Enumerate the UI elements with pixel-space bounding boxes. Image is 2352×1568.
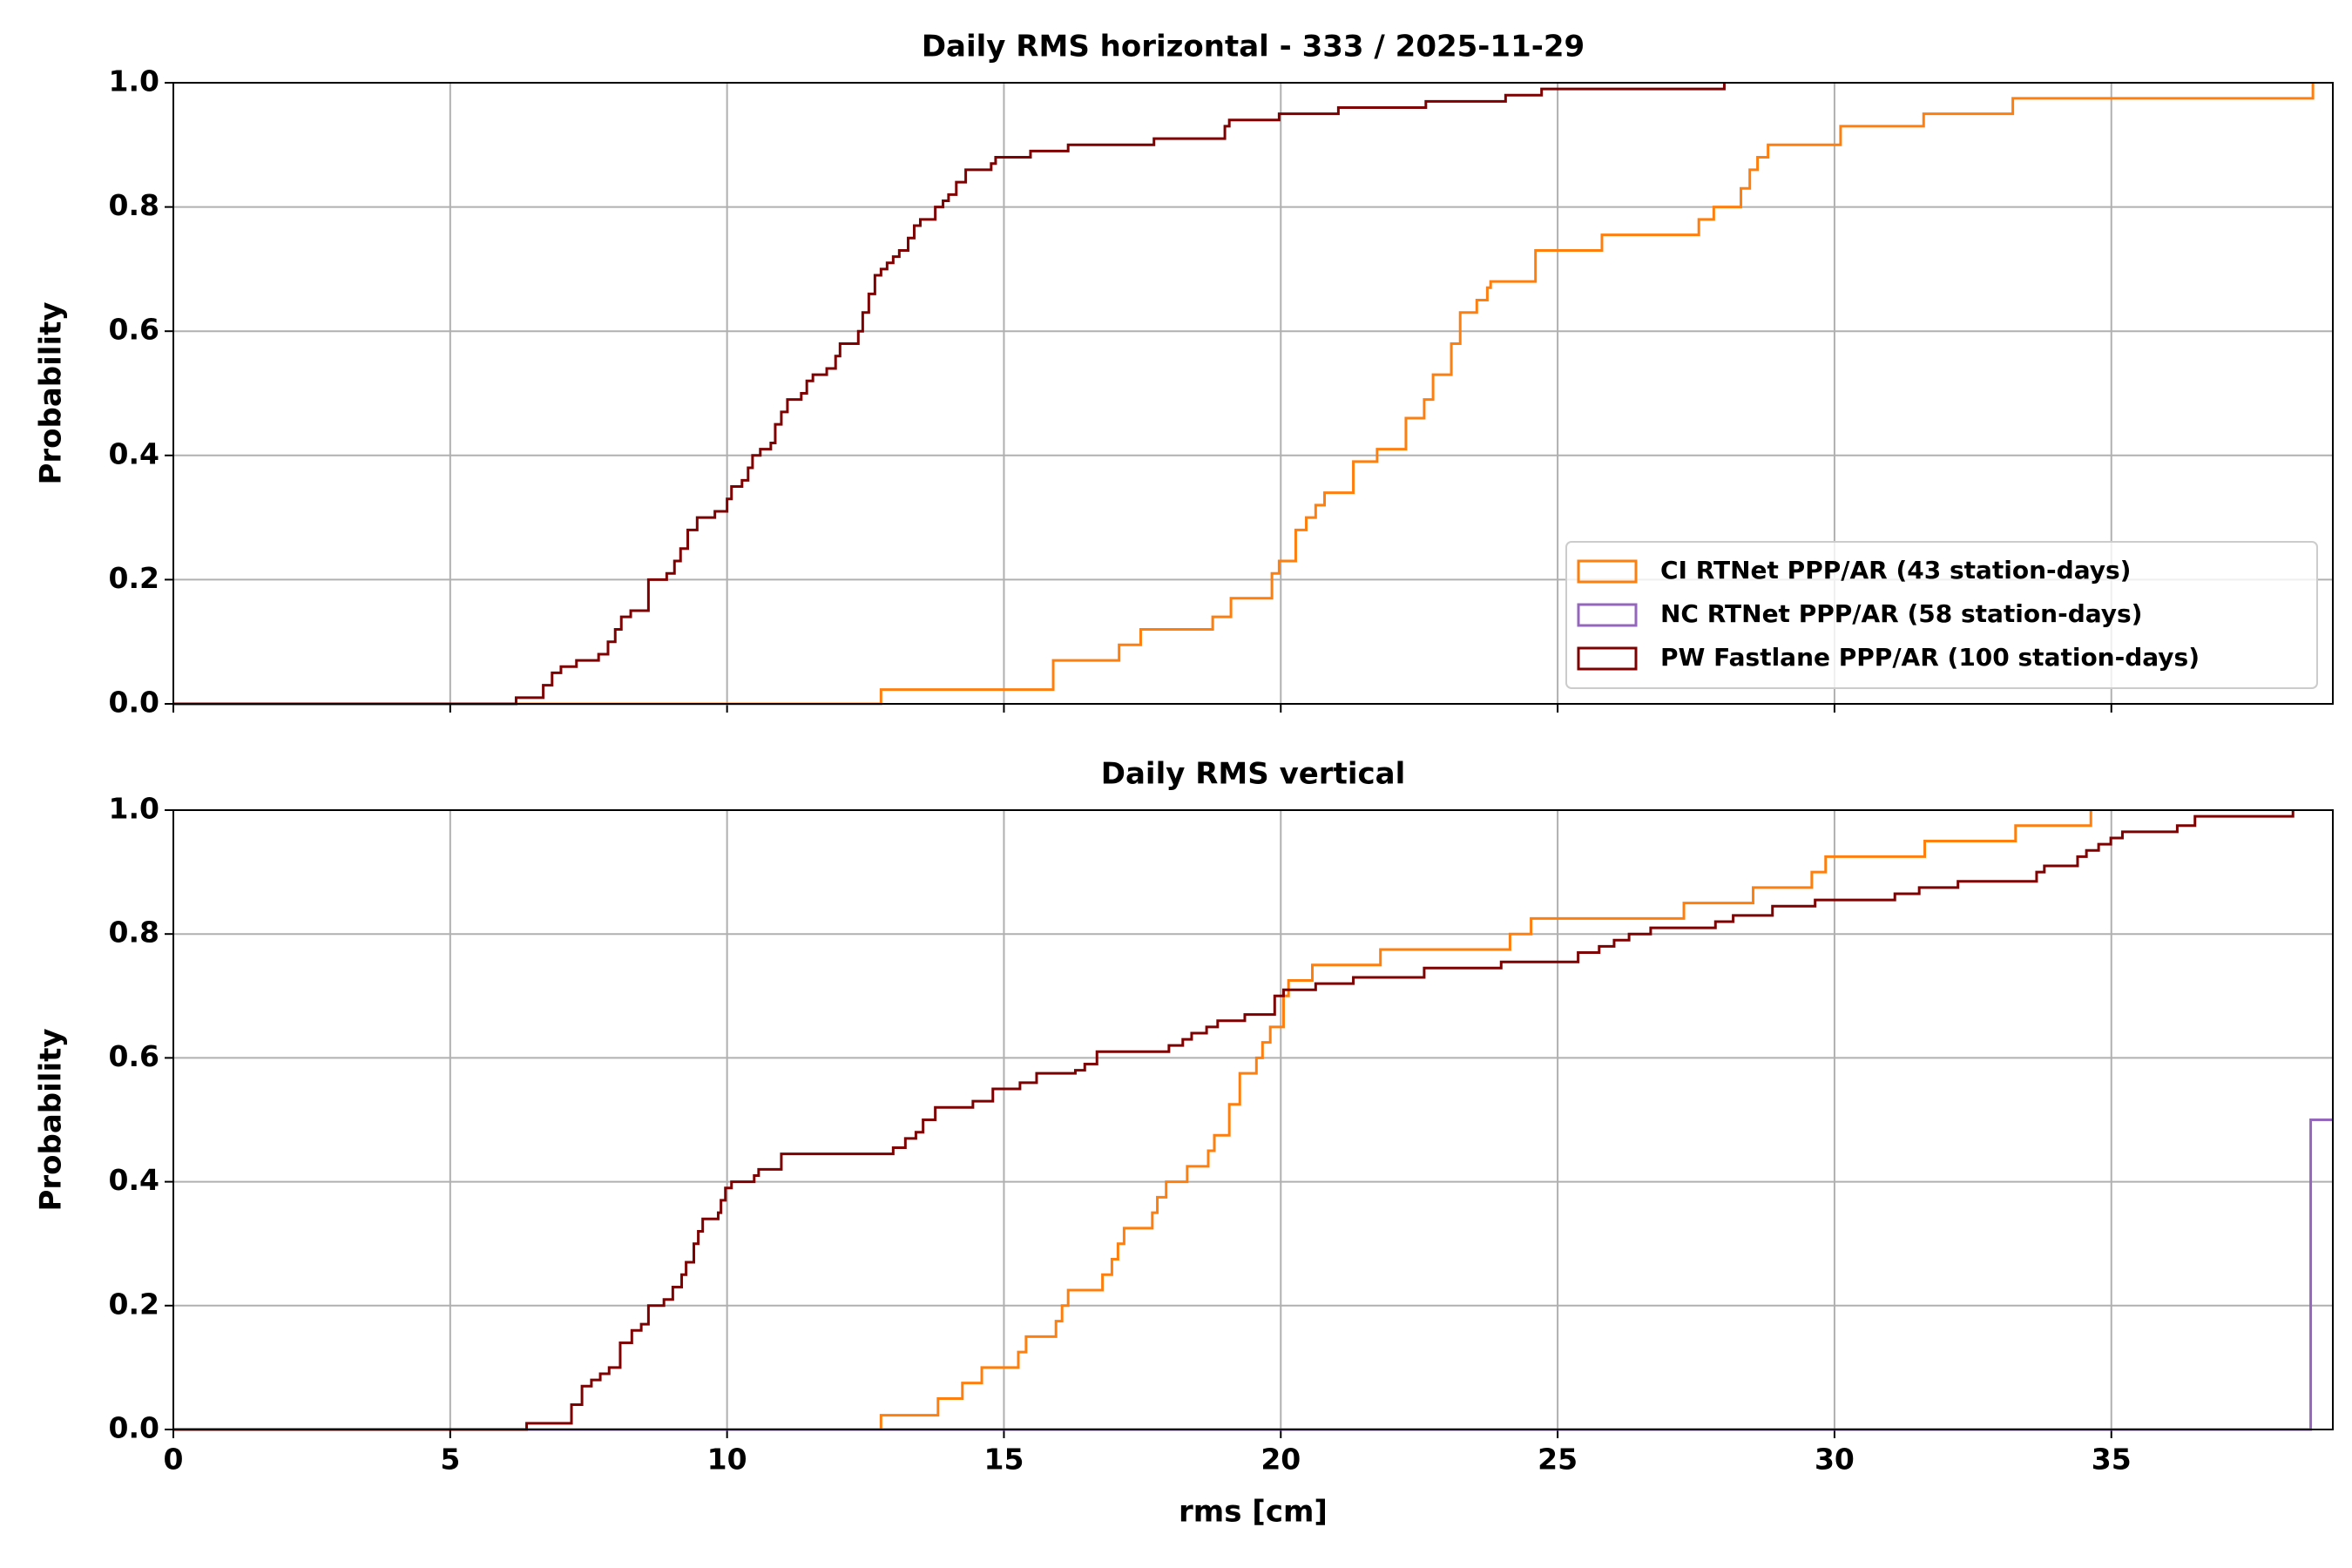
y-tick-label: 1.0 — [109, 792, 159, 826]
x-tick-label: 20 — [1260, 1443, 1301, 1477]
x-axis-label: rms [cm] — [1179, 1495, 1328, 1530]
y-tick-label: 0.8 — [109, 188, 159, 222]
plot-area — [173, 83, 2315, 706]
legend-swatch — [1577, 646, 1638, 671]
step-line — [173, 83, 2315, 706]
step-line — [173, 810, 2092, 1431]
y-tick-label: 0.4 — [109, 436, 159, 470]
legend-swatch — [1577, 559, 1638, 584]
y-tick-label: 0.8 — [109, 916, 159, 950]
y-tick-label: 0.6 — [109, 313, 159, 347]
axes-frame — [172, 809, 2334, 1430]
y-axis-label: Probability — [34, 1028, 69, 1211]
step-line — [173, 810, 2295, 1431]
x-tick-label: 35 — [2092, 1443, 2132, 1477]
legend-label: NC RTNet PPP/AR (58 station-days) — [1660, 599, 2142, 628]
y-tick-label: 0.0 — [109, 1411, 159, 1445]
chart-title: Daily RMS vertical — [1101, 757, 1405, 792]
x-tick-label: 0 — [164, 1443, 184, 1477]
y-tick-label: 0.2 — [109, 1287, 159, 1321]
y-tick-label: 0.2 — [109, 561, 159, 595]
x-tick-label: 5 — [440, 1443, 460, 1477]
legend-swatch — [1577, 603, 1638, 627]
chart-title: Daily RMS horizontal - 333 / 2025-11-29 — [922, 30, 1585, 64]
x-tick-label: 25 — [1538, 1443, 1578, 1477]
step-line — [173, 83, 1726, 706]
y-axis-label: Probability — [34, 301, 69, 484]
axes-frame — [172, 82, 2334, 705]
x-tick-label: 10 — [707, 1443, 747, 1477]
y-tick-label: 0.6 — [109, 1039, 159, 1073]
legend-label: PW Fastlane PPP/AR (100 station-days) — [1660, 643, 2200, 672]
y-tick-label: 0.4 — [109, 1163, 159, 1197]
legend: CI RTNet PPP/AR (43 station-days) NC RTNe… — [1565, 541, 2318, 689]
x-tick-label: 30 — [1815, 1443, 1855, 1477]
axes: 0.0 0.2 0.4 0.6 0.8 1.0 0 5 10 15 20 25 30 35 Daily RM… — [34, 757, 2334, 1530]
step-line — [173, 1119, 2333, 1431]
legend-label: CI RTNet PPP/AR (43 station-days) — [1660, 556, 2131, 585]
axes: 0.0 0.2 0.4 0.6 0.8 1.0 Daily RMS horizontal -… — [34, 30, 2334, 720]
y-tick-label: 1.0 — [109, 64, 159, 98]
y-tick-label: 0.0 — [109, 686, 159, 720]
legend-box — [1565, 541, 2318, 689]
plot-area — [173, 810, 2333, 1431]
x-tick-label: 15 — [983, 1443, 1024, 1477]
